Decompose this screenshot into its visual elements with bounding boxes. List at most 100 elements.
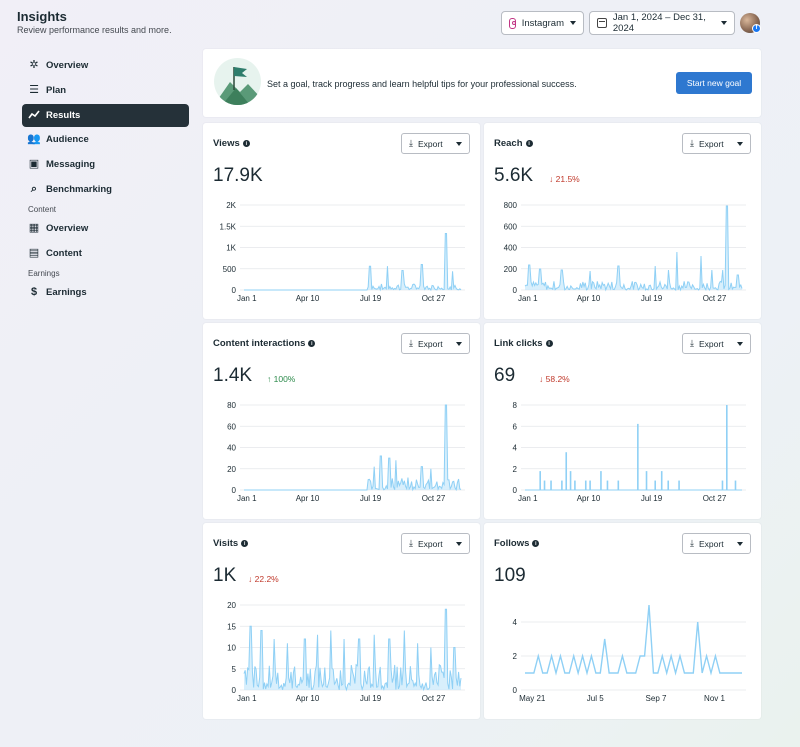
section-label-content: Content — [28, 205, 57, 215]
sidebar-item-messaging[interactable]: ▣ Messaging — [22, 153, 189, 176]
bar-mark — [721, 480, 724, 490]
info-icon[interactable]: i — [242, 140, 250, 147]
export-label: Export — [417, 338, 443, 349]
bar-mark — [645, 471, 648, 490]
section-label-earnings: Earnings — [28, 269, 60, 279]
y-tick-label: 4 — [513, 618, 518, 627]
start-new-goal-button[interactable]: Start new goal — [676, 72, 752, 94]
platform-selector[interactable]: Instagram — [501, 11, 584, 35]
metric-card-views: Views i ⤓ Export 17.9K 0 500 1K 1.5K 2K Jan 1 Apr 1… — [203, 123, 480, 319]
bar-mark — [589, 480, 591, 490]
hub-icon: ✲ — [29, 59, 39, 71]
download-icon: ⤓ — [409, 138, 413, 148]
sidebar-item-results[interactable]: Results — [22, 103, 189, 127]
metric-card-reach: Reach i ⤓ Export 5.6K ↓ 21.5% 0 200 400 600 800 Jan… — [484, 123, 761, 319]
chat-icon: ▣ — [28, 158, 40, 171]
series-area — [244, 609, 461, 690]
x-tick-label: Jul 19 — [360, 694, 382, 703]
export-button[interactable]: ⤓ Export — [682, 133, 751, 154]
x-tick-label: May 21 — [519, 694, 546, 703]
metric-value: 69 — [494, 365, 516, 386]
bar-mark — [543, 480, 546, 490]
sidebar-item-overview[interactable]: ✲ Overview — [22, 54, 189, 77]
y-tick-label: 1.5K — [220, 222, 237, 231]
sidebar-item-label: Results — [46, 109, 81, 121]
bar-mark — [660, 471, 663, 490]
series-line — [243, 608, 462, 692]
info-icon[interactable]: i — [308, 340, 316, 347]
y-tick-label: 500 — [223, 265, 237, 274]
bar-mark — [606, 480, 609, 490]
export-button[interactable]: ⤓ Export — [401, 133, 470, 154]
x-tick-label: Apr 10 — [577, 294, 601, 303]
metric-chart: 0 2 4 6 8 Jan 1 Apr 10 Jul 19 Oct 27 — [513, 401, 746, 503]
metric-value: 1K — [213, 565, 237, 586]
x-tick-label: Oct 27 — [422, 294, 446, 303]
metric-value: 17.9K — [213, 165, 263, 186]
sidebar-item-plan[interactable]: ☰ Plan — [22, 79, 189, 102]
x-tick-label: Jan 1 — [518, 494, 538, 503]
metric-chart: 0 500 1K 1.5K 2K Jan 1 Apr 10 Jul 19 Oct 27 — [220, 201, 465, 303]
metric-change: ↓ 21.5% — [549, 174, 580, 184]
x-tick-label: Apr 10 — [577, 494, 601, 503]
y-tick-label: 2 — [513, 465, 518, 474]
metric-title: Visits i — [213, 538, 249, 549]
export-label: Export — [698, 138, 724, 149]
bar-mark — [654, 480, 656, 490]
arrow-down-icon: ↓ — [248, 574, 253, 584]
sidebar-item-benchmarking[interactable]: ⌕ Benchmarking — [22, 178, 189, 201]
y-tick-label: 0 — [513, 286, 518, 295]
trend-icon — [28, 109, 40, 121]
info-icon[interactable]: i — [525, 140, 533, 147]
export-button[interactable]: ⤓ Export — [401, 533, 470, 554]
export-button[interactable]: ⤓ Export — [682, 533, 751, 554]
export-label: Export — [698, 338, 724, 349]
goal-banner: Set a goal, track progress and learn hel… — [203, 49, 761, 117]
y-tick-label: 8 — [513, 401, 518, 410]
sidebar-item-label: Overview — [46, 222, 89, 234]
download-icon: ⤓ — [409, 538, 413, 548]
x-tick-label: Oct 27 — [703, 494, 727, 503]
y-tick-label: 6 — [513, 422, 518, 431]
page-title: Insights — [17, 9, 67, 24]
export-button[interactable]: ⤓ Export — [682, 333, 751, 354]
x-tick-label: Oct 27 — [422, 694, 446, 703]
sidebar-item-content[interactable]: ▤ Content — [22, 242, 189, 265]
y-tick-label: 200 — [504, 265, 518, 274]
info-icon[interactable]: i — [545, 340, 553, 347]
date-range-selector[interactable]: Jan 1, 2024 – Dec 31, 2024 — [589, 11, 735, 35]
y-tick-label: 40 — [227, 444, 236, 453]
bar-mark — [637, 423, 639, 490]
x-tick-label: Oct 27 — [703, 294, 727, 303]
metric-change-value: 58.2% — [545, 374, 570, 384]
sidebar-item-earnings[interactable]: $ Earnings — [22, 281, 189, 304]
sidebar-item-label: Messaging — [46, 159, 96, 171]
y-tick-label: 0 — [513, 686, 518, 695]
download-icon: ⤓ — [690, 138, 694, 148]
y-tick-label: 10 — [227, 644, 236, 653]
x-tick-label: Apr 10 — [296, 294, 320, 303]
sidebar-item-label: Overview — [46, 60, 89, 71]
metric-change: ↓ 22.2% — [248, 574, 279, 584]
sidebar-item-label: Audience — [46, 134, 89, 146]
info-icon[interactable]: i — [532, 540, 540, 547]
bar-mark — [617, 480, 620, 490]
bar-mark — [584, 480, 587, 490]
instagram-icon — [509, 17, 516, 29]
metric-value: 1.4K — [213, 365, 253, 386]
x-tick-label: Jan 1 — [237, 294, 257, 303]
metric-title: Views i — [213, 138, 250, 149]
sidebar-item-audience[interactable]: 👥 Audience — [22, 128, 189, 151]
metric-chart: 0 200 400 600 800 Jan 1 Apr 10 Jul 19 Oct 27 — [504, 201, 746, 303]
chevron-down-icon — [737, 341, 743, 346]
export-button[interactable]: ⤓ Export — [401, 333, 470, 354]
x-tick-label: Nov 1 — [704, 694, 725, 703]
x-tick-label: Jul 19 — [641, 294, 663, 303]
y-tick-label: 400 — [504, 244, 518, 253]
sidebar-item-label: Benchmarking — [46, 183, 112, 195]
metric-chart: 0 2 4 May 21 Jul 5 Sep 7 Nov 1 — [513, 604, 746, 703]
sidebar-item-content-overview[interactable]: ▦ Overview — [22, 217, 189, 240]
info-icon[interactable]: i — [241, 540, 249, 547]
bar-mark — [600, 471, 602, 490]
y-tick-label: 2K — [226, 201, 236, 210]
